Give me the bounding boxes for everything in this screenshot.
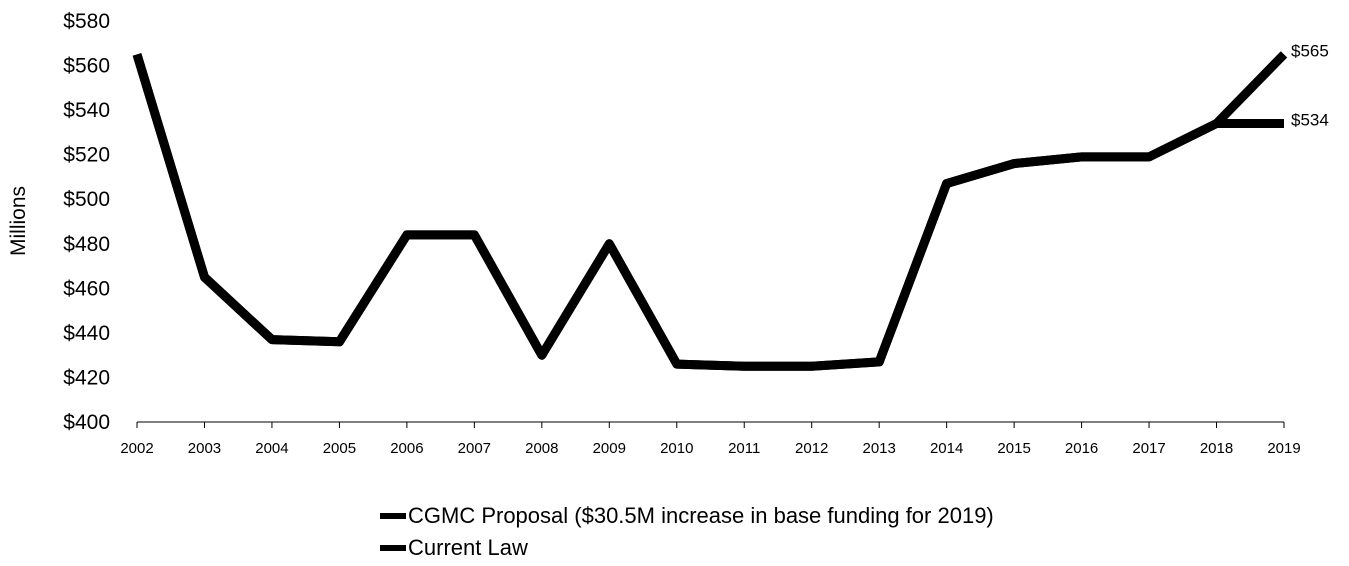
x-tick-label: 2013 <box>862 440 895 457</box>
y-axis-tick-labels: $400 $420 $440 $460 $480 $500 $520 $540 $560 $580 <box>63 10 110 434</box>
x-tick-label: 2007 <box>458 440 491 457</box>
legend-label-current-law: Current Law <box>408 535 528 560</box>
legend-swatch-current-law <box>380 545 406 551</box>
y-tick-label: $500 <box>63 188 110 211</box>
series-lines <box>132 51 1288 371</box>
series-line-current-law <box>132 53 1284 371</box>
y-tick-label: $420 <box>63 366 110 389</box>
legend-item-cgmc-proposal: CGMC Proposal ($30.5M increase in base f… <box>380 500 994 532</box>
data-labels: $565 $534 <box>1291 41 1329 129</box>
y-tick-label: $540 <box>63 99 110 122</box>
x-tick-label: 2019 <box>1267 440 1300 457</box>
y-tick-label: $400 <box>63 411 110 434</box>
x-tick-label: 2004 <box>255 440 288 457</box>
x-tick-label: 2016 <box>1065 440 1098 457</box>
x-tick-label: 2010 <box>660 440 693 457</box>
line-chart: $400 $420 $440 $460 $480 $500 $520 $540 $560 $580… <box>7 10 1329 457</box>
data-label: $565 <box>1291 41 1329 60</box>
legend-swatch-cgmc-proposal <box>380 513 406 519</box>
y-tick-label: $520 <box>63 144 110 167</box>
x-tick-label: 2006 <box>390 440 423 457</box>
x-axis-ticks <box>136 422 1285 428</box>
y-tick-label: $460 <box>63 277 110 300</box>
x-tick-label: 2009 <box>593 440 626 457</box>
series-line-cgmc-proposal <box>132 51 1288 371</box>
x-tick-label: 2008 <box>525 440 558 457</box>
x-tick-label: 2003 <box>188 440 221 457</box>
y-tick-label: $480 <box>63 233 110 256</box>
x-tick-label: 2015 <box>997 440 1030 457</box>
x-tick-label: 2018 <box>1200 440 1233 457</box>
x-tick-label: 2005 <box>323 440 356 457</box>
y-tick-label: $440 <box>63 322 110 345</box>
x-axis-tick-labels: 2002 2003 2004 2005 2006 2007 2008 2009 2010 2011… <box>120 440 1300 457</box>
y-axis-title: Millions <box>7 186 30 256</box>
data-label: $534 <box>1291 110 1329 129</box>
legend: CGMC Proposal ($30.5M increase in base f… <box>380 500 994 564</box>
x-tick-label: 2017 <box>1132 440 1165 457</box>
legend-label-cgmc-proposal: CGMC Proposal ($30.5M increase in base f… <box>408 503 994 528</box>
x-tick-label: 2002 <box>120 440 153 457</box>
x-tick-label: 2011 <box>728 440 760 457</box>
x-tick-label: 2012 <box>795 440 828 457</box>
y-tick-label: $580 <box>63 10 110 33</box>
y-tick-label: $560 <box>63 55 110 78</box>
legend-item-current-law: Current Law <box>380 532 994 564</box>
x-tick-label: 2014 <box>930 440 963 457</box>
